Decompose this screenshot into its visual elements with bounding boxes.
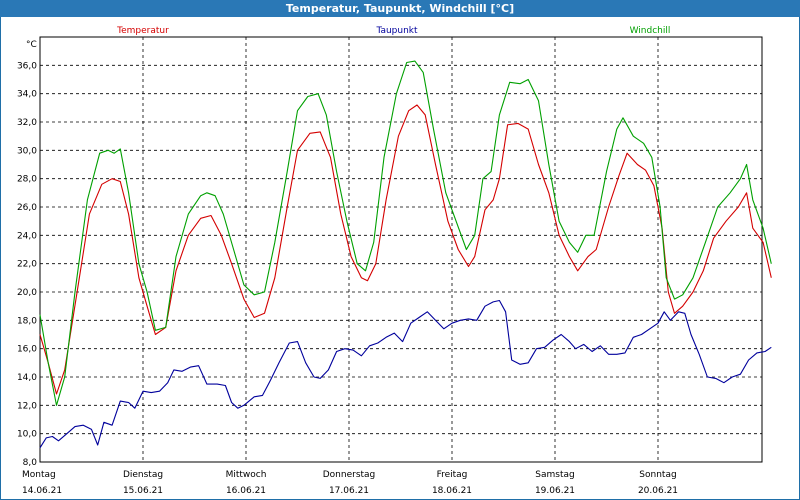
series-line-windchill bbox=[39, 60, 772, 406]
y-tick-label: 8,0 bbox=[23, 458, 38, 468]
series-line-taupunkt bbox=[39, 299, 772, 449]
x-tick-day-label: Freitag bbox=[437, 470, 468, 480]
y-tick-label: 10,0 bbox=[17, 430, 37, 440]
x-axis: Montag 14.06.21 Dienstag 15.06.21 Mittwoch 16… bbox=[22, 470, 678, 496]
y-tick-label: 16,0 bbox=[17, 345, 37, 355]
y-unit-label: °C bbox=[26, 40, 37, 50]
grid-lines bbox=[40, 37, 762, 463]
x-tick-date-label: 15.06.21 bbox=[123, 486, 163, 496]
series-line-temperatur bbox=[39, 104, 772, 395]
series-layer bbox=[39, 60, 772, 449]
y-tick-label: 20,0 bbox=[17, 288, 37, 298]
legend-entry-temperatur: Temperatur bbox=[116, 26, 169, 36]
legend-entry-taupunkt: Taupunkt bbox=[375, 26, 418, 36]
x-tick-day-label: Mittwoch bbox=[226, 470, 267, 480]
x-tick-day-label: Montag bbox=[22, 470, 56, 480]
y-tick-label: 24,0 bbox=[17, 231, 37, 241]
chart-title: Temperatur, Taupunkt, Windchill [°C] bbox=[0, 0, 800, 17]
y-tick-label: 12,0 bbox=[17, 401, 37, 411]
y-tick-label: 22,0 bbox=[17, 260, 37, 270]
y-tick-label: 26,0 bbox=[17, 203, 37, 213]
y-axis: 8,0 10,0 12,0 14,0 16,0 18,0 20,0 22,0 24,0 26,0 2… bbox=[17, 61, 37, 468]
y-tick-label: 14,0 bbox=[17, 373, 37, 383]
y-tick-label: 18,0 bbox=[17, 316, 37, 326]
y-tick-label: 32,0 bbox=[17, 118, 37, 128]
x-tick-date-label: 20.06.21 bbox=[638, 486, 678, 496]
x-tick-day-label: Samstag bbox=[535, 470, 574, 480]
legend: Temperatur Taupunkt Windchill bbox=[116, 26, 670, 36]
y-tick-label: 28,0 bbox=[17, 175, 37, 185]
x-tick-date-label: 18.06.21 bbox=[432, 486, 472, 496]
x-tick-date-label: 16.06.21 bbox=[226, 486, 266, 496]
x-tick-day-label: Dienstag bbox=[123, 470, 163, 480]
x-tick-day-label: Sonntag bbox=[639, 470, 676, 480]
x-tick-date-label: 17.06.21 bbox=[329, 486, 369, 496]
x-tick-date-label: 19.06.21 bbox=[535, 486, 575, 496]
legend-entry-windchill: Windchill bbox=[630, 26, 671, 36]
plot-area bbox=[39, 36, 763, 463]
x-tick-day-label: Donnerstag bbox=[323, 470, 376, 480]
y-tick-label: 30,0 bbox=[17, 146, 37, 156]
y-tick-label: 34,0 bbox=[17, 90, 37, 100]
y-tick-label: 36,0 bbox=[17, 61, 37, 71]
x-tick-date-label: 14.06.21 bbox=[22, 486, 62, 496]
